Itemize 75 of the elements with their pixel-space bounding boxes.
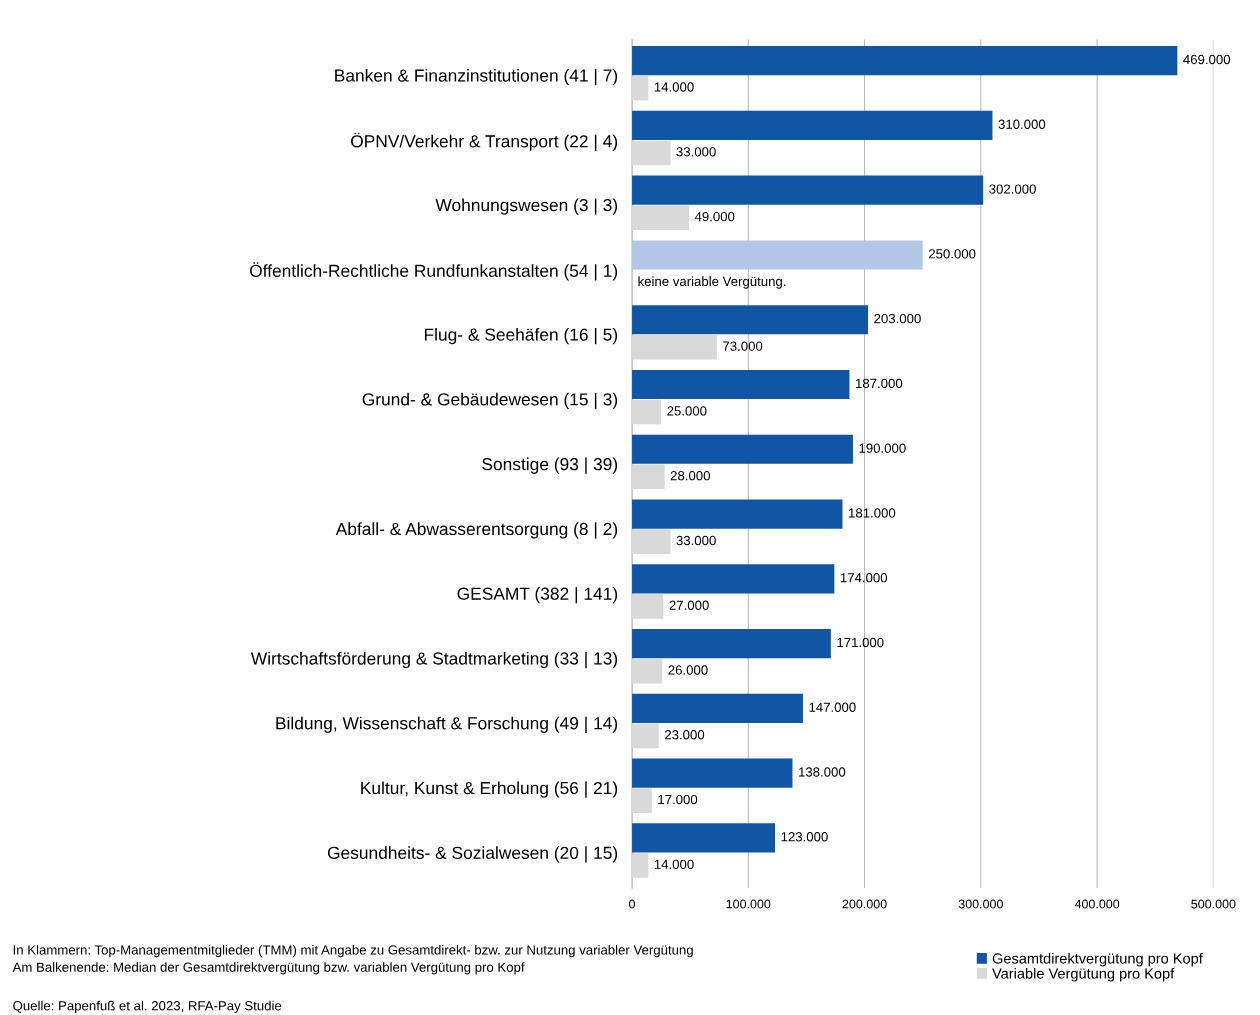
data-label: 203.000 (874, 313, 921, 324)
data-label: 33.000 (676, 535, 716, 546)
data-label: 23.000 (664, 730, 705, 740)
bar (632, 75, 649, 101)
bar (632, 434, 853, 464)
x-tick-label: 200.000 (842, 899, 887, 909)
x-tick-label: 100.000 (726, 899, 771, 909)
x-tick-label: 300.000 (958, 899, 1003, 909)
bar (632, 693, 803, 723)
data-label: 26.000 (668, 665, 708, 675)
data-label: 14.000 (654, 82, 694, 92)
bar (632, 46, 1178, 76)
bar (632, 305, 869, 335)
x-tick-label: 500.000 (1191, 899, 1236, 909)
data-label: 123.000 (781, 832, 828, 842)
bar (632, 399, 662, 425)
y-tick-label: Banken & Finanzinstitutionen (41 | 7) (335, 68, 618, 86)
text: In Klammern: Top-Managementmitglieder (TMM) mit Angabe zu Gesamtdirekt- bzw. zur Nutzung variabler Vergütung (13, 944, 693, 958)
y-tick-label: Bildung, Wissenschaft & Forschung (49 | 14) (276, 716, 618, 733)
bar (632, 205, 689, 231)
y-tick-label: Kultur, Kunst & Erholung (56 | 21) (361, 781, 618, 798)
data-label: 49.000 (694, 211, 735, 222)
bar (632, 110, 993, 140)
bar (632, 823, 776, 853)
data-label: 147.000 (809, 702, 856, 712)
y-tick-label: Wohnungswesen (3 | 3) (435, 198, 618, 215)
bar (632, 788, 652, 813)
data-label: 138.000 (799, 767, 846, 777)
data-label: 174.000 (840, 573, 888, 583)
data-label: 469.000 (1183, 54, 1231, 65)
bar (632, 853, 649, 878)
bar (632, 723, 659, 749)
data-label: 302.000 (989, 184, 1036, 194)
data-label: 310.000 (998, 119, 1046, 129)
y-tick-label: Grund- & Gebäudewesen (15 | 3) (362, 392, 618, 410)
bar (632, 464, 665, 490)
x-tick-label: 0 (629, 899, 635, 909)
y-tick-label: Abfall- & Abwasserentsorgung (8 | 2) (335, 522, 618, 539)
bar (632, 758, 793, 788)
legend-label: Variable Vergütung pro Kopf (992, 967, 1175, 982)
bar (632, 658, 663, 684)
bar (632, 594, 664, 619)
source-note: Quelle: Papenfuß et al. 2023, RFA-Pay Studie (13, 1000, 282, 1014)
y-tick-label: Flug- & Seehäfen (16 | 5) (424, 328, 618, 345)
data-label: 187.000 (856, 378, 903, 389)
x-tick-label: 400.000 (1074, 899, 1120, 909)
bar (632, 369, 850, 400)
data-label: 33.000 (676, 147, 716, 157)
annotation: keine variable Vergütung. (638, 276, 786, 289)
y-tick-label: Gesundheits- & Sozialwesen (20 | 15) (327, 846, 618, 863)
y-tick-label: GESAMT (382 | 141) (457, 587, 618, 604)
y-tick-label: Sonstige (93 | 39) (482, 457, 618, 474)
bar (632, 499, 843, 529)
data-label: 28.000 (670, 471, 710, 481)
y-tick-label: Öffentlich-Rechtliche Rundfunkanstalten (54 | 1) (249, 262, 618, 281)
data-label: 14.000 (654, 859, 694, 869)
data-label: 190.000 (859, 443, 906, 453)
data-label: 25.000 (667, 406, 707, 416)
bar (632, 629, 831, 659)
bar (632, 175, 984, 205)
bar (632, 529, 671, 554)
data-label: 181.000 (849, 508, 896, 518)
bar (632, 334, 717, 360)
text: Am Balkenende: Median der Gesamtdirektvergütung bzw. variablen Vergütung pro Kopf (12, 962, 525, 975)
data-label: 27.000 (669, 600, 709, 610)
data-label: 250.000 (928, 249, 976, 259)
y-tick-label: ÖPNV/Verkehr & Transport (22 | 4) (351, 132, 618, 151)
legend-label: Gesamtdirektvergütung pro Kopf (992, 952, 1203, 967)
data-label: 73.000 (723, 341, 763, 351)
bar (632, 564, 835, 594)
data-label: 17.000 (658, 794, 698, 805)
y-tick-label: Wirtschaftsförderung & Stadtmarketing (33 | 13) (250, 651, 618, 669)
bar (632, 140, 671, 166)
data-label: 171.000 (837, 637, 884, 648)
bar (632, 240, 923, 270)
